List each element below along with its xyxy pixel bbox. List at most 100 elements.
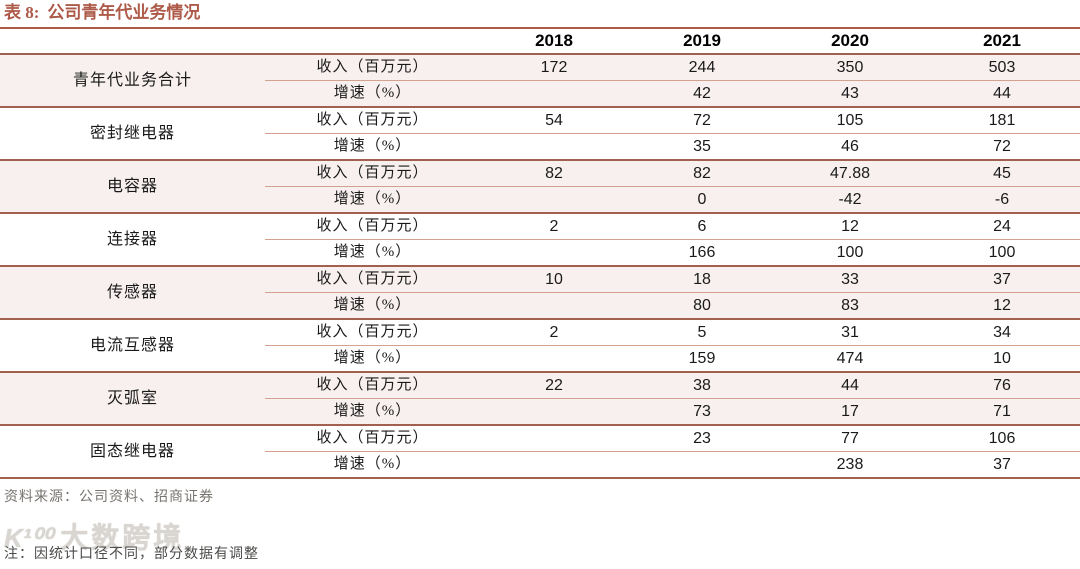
value-cell: 54 [480, 107, 628, 134]
value-cell: 350 [776, 54, 924, 81]
value-cell: 43 [776, 80, 924, 108]
value-cell: 23 [628, 425, 776, 452]
value-cell: 100 [924, 239, 1080, 267]
metric-label-growth: 增速（%） [265, 345, 480, 373]
value-cell: 17 [776, 398, 924, 426]
metric-label-revenue: 收入（百万元） [265, 425, 480, 452]
value-cell: 80 [628, 292, 776, 320]
table-row: 传感器 收入（百万元） 10 18 33 37 [0, 266, 1080, 320]
value-cell: 24 [924, 213, 1080, 240]
value-cell: 6 [628, 213, 776, 240]
table-title-text: 公司青年代业务情况 [47, 3, 201, 22]
value-cell: 34 [924, 319, 1080, 346]
value-cell: -6 [924, 186, 1080, 214]
table-row: 增速（%） 166 100 100 [0, 239, 1080, 267]
metric-label-revenue: 收入（百万元） [265, 372, 480, 399]
table-row: 连接器 收入（百万元） 2 6 12 24 [0, 213, 1080, 267]
value-cell: 105 [776, 107, 924, 134]
category-cell: 电流互感器 [0, 319, 265, 373]
metric-label-growth: 增速（%） [265, 398, 480, 426]
table-title-prefix: 表 8: [4, 3, 40, 22]
value-cell: 72 [628, 107, 776, 134]
category-cell: 密封继电器 [0, 107, 265, 161]
metric-label-growth: 增速（%） [265, 186, 480, 214]
value-cell: 72 [924, 133, 1080, 161]
metric-label-revenue: 收入（百万元） [265, 54, 480, 81]
metric-label-growth: 增速（%） [265, 80, 480, 108]
header-row: 2018 2019 2020 2021 [0, 29, 1080, 55]
value-cell: 166 [628, 239, 776, 267]
category-cell: 传感器 [0, 266, 265, 320]
value-cell: 10 [924, 345, 1080, 373]
value-cell: 44 [776, 372, 924, 399]
value-cell [480, 345, 628, 373]
table-row: 固态继电器 收入（百万元） 23 77 106 [0, 425, 1080, 479]
business-data-table: 2018 2019 2020 2021 青年代业务合计 收入（百万元） 172 … [0, 29, 1080, 479]
value-cell: 12 [924, 292, 1080, 320]
table-row: 增速（%） 159 474 10 [0, 345, 1080, 373]
value-cell: 37 [924, 266, 1080, 293]
value-cell: 35 [628, 133, 776, 161]
value-cell: 71 [924, 398, 1080, 426]
value-cell: 474 [776, 345, 924, 373]
value-cell: -42 [776, 186, 924, 214]
value-cell: 106 [924, 425, 1080, 452]
value-cell: 31 [776, 319, 924, 346]
value-cell: 47.88 [776, 160, 924, 187]
value-cell: 2 [480, 319, 628, 346]
table-row: 增速（%） 42 43 44 [0, 80, 1080, 108]
table-row: 密封继电器 收入（百万元） 54 72 105 181 [0, 107, 1080, 161]
value-cell [480, 80, 628, 108]
metric-label-revenue: 收入（百万元） [265, 160, 480, 187]
value-cell: 44 [924, 80, 1080, 108]
metric-label-growth: 增速（%） [265, 133, 480, 161]
value-cell [480, 425, 628, 452]
note-line: 注：因统计口径不同，部分数据有调整 [4, 547, 259, 562]
table-row: 增速（%） 73 17 71 [0, 398, 1080, 426]
value-cell: 10 [480, 266, 628, 293]
value-cell: 12 [776, 213, 924, 240]
value-cell [628, 451, 776, 479]
value-cell: 181 [924, 107, 1080, 134]
value-cell: 33 [776, 266, 924, 293]
category-cell: 电容器 [0, 160, 265, 214]
metric-label-revenue: 收入（百万元） [265, 213, 480, 240]
category-cell: 连接器 [0, 213, 265, 267]
table-row: 增速（%） 0 -42 -6 [0, 186, 1080, 214]
source-line: 资料来源：公司资料、招商证券 [4, 490, 214, 505]
value-cell [480, 451, 628, 479]
value-cell: 82 [480, 160, 628, 187]
year-header-2021: 2021 [924, 29, 1080, 55]
metric-label-growth: 增速（%） [265, 239, 480, 267]
category-cell: 灭弧室 [0, 372, 265, 426]
value-cell [480, 133, 628, 161]
category-cell: 固态继电器 [0, 425, 265, 479]
value-cell: 46 [776, 133, 924, 161]
table-row: 电容器 收入（百万元） 82 82 47.88 45 [0, 160, 1080, 214]
value-cell: 2 [480, 213, 628, 240]
table-row: 灭弧室 收入（百万元） 22 38 44 76 [0, 372, 1080, 426]
metric-label-growth: 增速（%） [265, 451, 480, 479]
value-cell [480, 398, 628, 426]
value-cell [480, 239, 628, 267]
year-header-2018: 2018 [480, 29, 628, 55]
value-cell: 37 [924, 451, 1080, 479]
value-cell: 83 [776, 292, 924, 320]
metric-label-growth: 增速（%） [265, 292, 480, 320]
value-cell: 0 [628, 186, 776, 214]
value-cell: 82 [628, 160, 776, 187]
table-title: 表 8: 公司青年代业务情况 [0, 0, 1080, 29]
table-row: 电流互感器 收入（百万元） 2 5 31 34 [0, 319, 1080, 373]
value-cell: 238 [776, 451, 924, 479]
value-cell: 18 [628, 266, 776, 293]
value-cell: 77 [776, 425, 924, 452]
year-header-2020: 2020 [776, 29, 924, 55]
value-cell: 38 [628, 372, 776, 399]
value-cell: 73 [628, 398, 776, 426]
year-header-2019: 2019 [628, 29, 776, 55]
metric-label-revenue: 收入（百万元） [265, 266, 480, 293]
value-cell: 76 [924, 372, 1080, 399]
header-empty-cell [0, 29, 480, 55]
value-cell: 5 [628, 319, 776, 346]
